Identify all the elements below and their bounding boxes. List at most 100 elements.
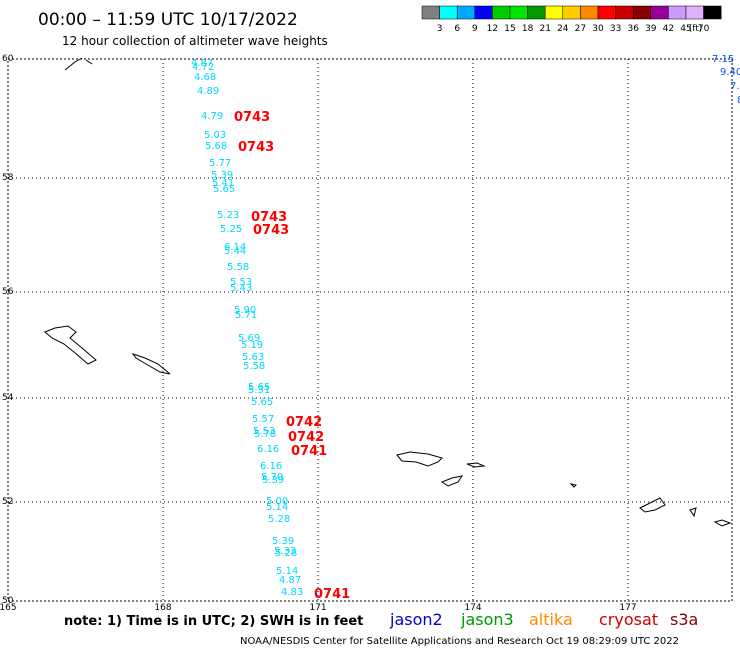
wave-height-value: 6.14	[224, 242, 246, 253]
wave-height-value: 5.58	[227, 262, 249, 273]
legend-label: 3	[437, 24, 443, 34]
wave-height-value: 5.31	[248, 385, 270, 396]
satellite-name: altika	[529, 610, 573, 629]
wave-height-value: 5.65	[251, 397, 273, 408]
legend-label: 18	[522, 24, 534, 34]
right-edge-value: 9.40	[720, 67, 740, 78]
wave-height-value: 5.03	[204, 130, 226, 141]
legend-label: 30	[592, 24, 604, 34]
legend-swatch	[632, 5, 652, 20]
wave-height-value: 6.16	[257, 444, 279, 455]
pass-time-label: 0743	[251, 210, 287, 225]
wave-height-value: 4.89	[197, 86, 219, 97]
lon-label: 168	[154, 603, 171, 613]
wave-height-value: 4.83	[281, 587, 303, 598]
legend-swatch	[527, 5, 546, 20]
wave-height-value: 5.14	[276, 566, 298, 577]
legend-swatch	[439, 5, 458, 20]
aleutian-island-b	[466, 462, 486, 468]
lat-label: 56	[2, 287, 14, 297]
legend-label: 21	[539, 24, 550, 34]
legend-swatch	[597, 5, 616, 20]
footnote: note: 1) Time is in UTC; 2) SWH is in fe…	[64, 614, 363, 629]
aleutian-island-e	[639, 497, 666, 513]
wave-height-value: 5.53	[253, 426, 275, 437]
legend-swatch	[615, 5, 634, 20]
wave-height-value: 5.58	[243, 361, 265, 372]
legend-swatch	[650, 5, 669, 20]
wave-height-values: 4.874.724.684.894.795.035.685.775.395.41…	[191, 58, 303, 598]
aleutian-island-a	[396, 451, 443, 467]
wave-height-value: 5.14	[266, 502, 288, 513]
wave-height-value: 5.57	[252, 414, 274, 425]
wave-height-value: 5.71	[235, 310, 257, 321]
wave-height-value: 4.87	[191, 58, 213, 69]
wave-height-value: 5.41	[212, 178, 234, 189]
wave-height-value: 5.00	[266, 496, 288, 507]
wave-height-value: 5.25	[220, 224, 242, 235]
wave-height-value: 4.87	[279, 575, 301, 586]
satellite-name: jason2	[389, 610, 443, 629]
satellite-name: cryosat	[599, 610, 658, 629]
map-title: 00:00 – 11:59 UTC 10/17/2022	[38, 10, 298, 30]
pribilof-island	[131, 353, 171, 375]
lat-label: 60	[2, 54, 14, 64]
color-legend: 3 6 9 12 15 18 21 24 27 30 33 36 39 42 45 70(ft)	[421, 5, 722, 34]
aleutian-island-c	[440, 475, 464, 487]
right-edge-values: 7.15 9.40 7.4 8	[712, 54, 740, 106]
legend-label: 12	[487, 24, 498, 34]
wave-height-value: 5.39	[211, 170, 233, 181]
pass-time-label: 0742	[286, 415, 322, 430]
wave-height-value: 5.65	[213, 184, 235, 195]
right-edge-value: 7.15	[712, 54, 734, 65]
legend-swatch	[456, 5, 476, 20]
right-edge-value: 8	[737, 95, 740, 106]
pass-time-label: 0741	[314, 587, 350, 602]
pass-time-label: 0743	[238, 140, 274, 155]
wave-height-value: 5.39	[262, 475, 284, 486]
pass-time-label: 0741	[291, 444, 327, 459]
legend-swatch	[703, 5, 722, 20]
wave-height-value: 5.90	[234, 305, 256, 316]
wave-height-value: 5.78	[254, 429, 276, 440]
wave-height-value: 5.28	[268, 514, 290, 525]
legend-swatch	[474, 5, 493, 20]
pass-time-label: 0743	[253, 223, 289, 238]
lon-label: 174	[464, 603, 481, 613]
legend-label: 27	[575, 24, 586, 34]
legend-label: 6	[454, 24, 460, 34]
legend-label: 39	[645, 24, 657, 34]
legend-label: 70	[698, 24, 710, 34]
lat-label: 52	[2, 497, 13, 507]
lat-label: 54	[2, 393, 14, 403]
legend-swatch	[580, 5, 599, 20]
legend-swatch	[544, 5, 564, 20]
lon-label: 171	[309, 603, 326, 613]
wave-height-value: 4.72	[192, 62, 214, 73]
aleutian-island-g	[713, 519, 732, 527]
satellite-legend: jason2 jason3 altika cryosat s3a	[389, 610, 698, 629]
right-edge-value: 7.4	[730, 81, 740, 92]
map-frame	[7, 58, 733, 602]
wave-height-value: 5.63	[242, 352, 264, 363]
legend-swatch	[562, 5, 581, 20]
wave-height-value: 5.77	[209, 158, 231, 169]
satellite-name: s3a	[670, 610, 698, 629]
legend-swatch	[421, 5, 440, 20]
wave-height-value: 5.43	[230, 283, 252, 294]
lat-label: 50	[2, 596, 14, 606]
credit-line: NOAA/NESDIS Center for Satellite Applica…	[240, 636, 679, 647]
legend-label: 33	[610, 24, 621, 34]
legend-label: 45	[680, 24, 691, 34]
wave-height-value: 5.44	[224, 246, 246, 257]
legend-swatch	[509, 5, 528, 20]
satellite-name: jason3	[460, 610, 514, 629]
legend-swatch	[492, 5, 511, 20]
legend-label: (ft)	[689, 24, 703, 34]
wave-height-value: 5.65	[248, 382, 270, 393]
wave-height-value: 5.53	[230, 277, 252, 288]
wave-height-value: 5.70	[261, 472, 283, 483]
